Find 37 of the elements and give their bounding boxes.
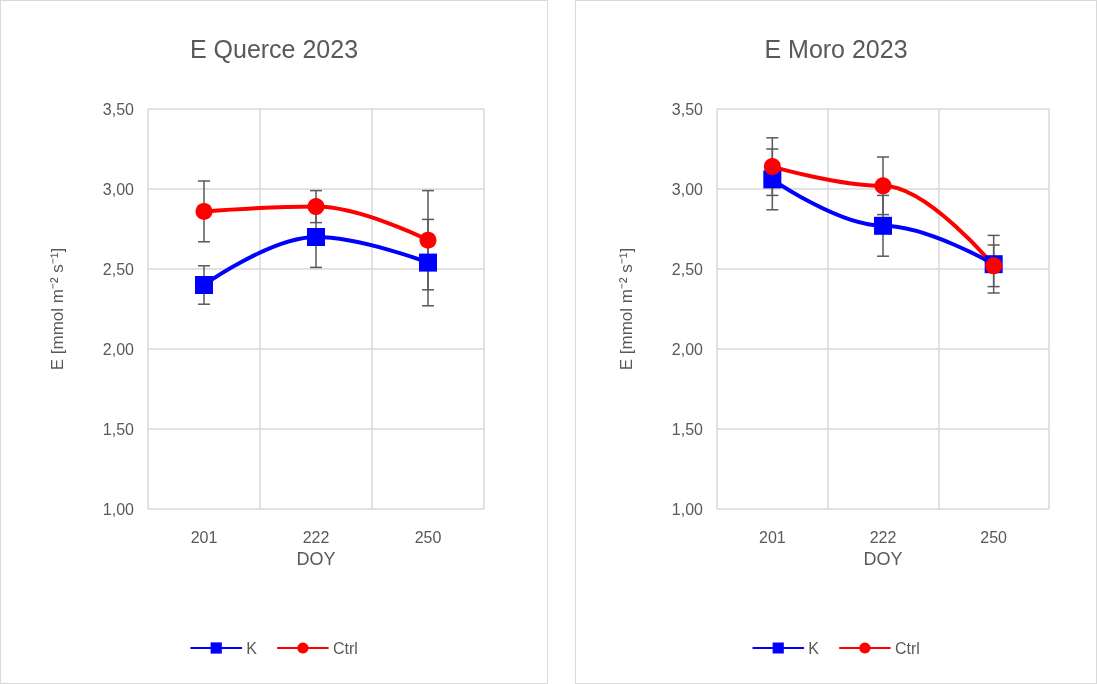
legend-label: Ctrl [332,639,358,657]
legend-label: K [808,639,820,657]
y-tick-label: 2,00 [102,340,135,358]
y-axis-title: E [mmol m⁻² s⁻¹] [48,247,67,371]
legend-label: Ctrl [894,639,920,657]
y-tick-label: 3,50 [671,100,704,118]
point [874,216,892,235]
x-tick-label: 222 [302,528,330,546]
y-tick-label: 1,00 [671,500,704,518]
y-axis-title: E [mmol m⁻² s⁻¹] [617,247,636,371]
x-tick-label: 201 [758,528,786,546]
y-tick-label: 3,00 [102,180,135,198]
point [195,276,213,294]
chart-title: E Querce 2023 [189,34,359,63]
x-tick-label: 250 [414,528,442,546]
x-tick-label: 201 [190,528,218,546]
point [874,177,892,195]
x-tick-label: 250 [980,528,1008,546]
y-tick-label: 1,50 [102,420,135,438]
y-tick-label: 3,50 [102,100,135,118]
point [307,198,325,216]
point [419,253,437,272]
x-axis-title: DOY [296,548,336,569]
y-tick-label: 2,00 [671,340,704,358]
point [307,228,325,246]
y-tick-label: 2,50 [102,260,135,278]
point [195,202,213,220]
point [763,158,781,176]
y-tick-label: 1,50 [671,420,704,438]
legend-label: K [246,639,258,657]
y-tick-label: 2,50 [671,260,704,278]
y-tick-label: 3,00 [671,180,704,198]
x-axis-title: DOY [863,548,903,569]
point [419,231,437,249]
y-tick-label: 1,00 [102,500,135,518]
x-tick-label: 222 [869,528,897,546]
chart-title: E Moro 2023 [764,34,908,63]
